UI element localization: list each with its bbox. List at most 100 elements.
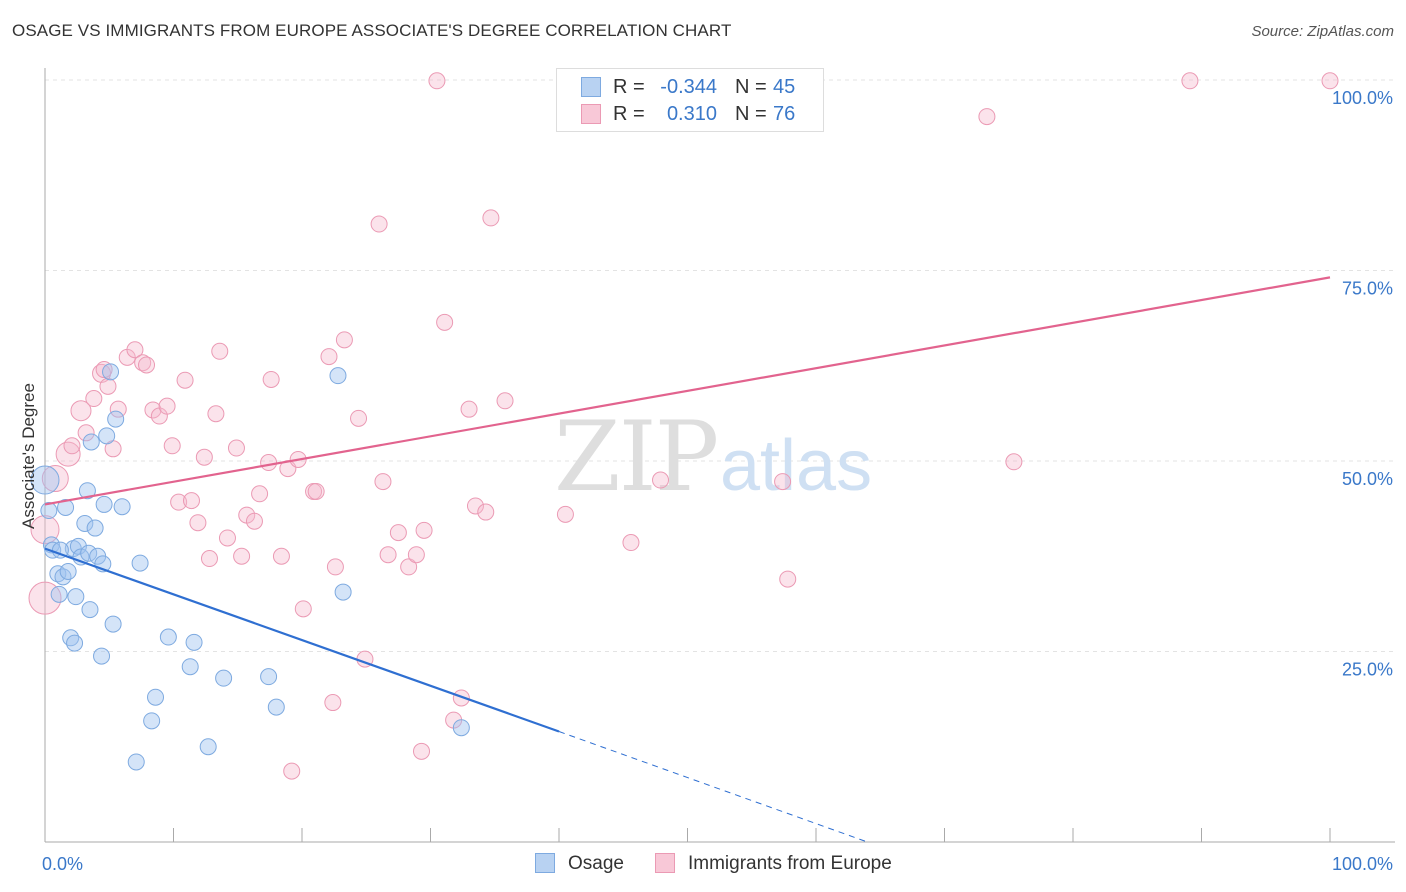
point-osage <box>78 482 96 500</box>
point-osage <box>107 410 125 428</box>
chart-source: Source: ZipAtlas.com <box>1251 23 1394 40</box>
watermark-zip: ZIP <box>554 401 717 513</box>
point-immigrants-europe <box>41 465 69 493</box>
point-osage <box>329 367 347 385</box>
point-immigrants-europe <box>389 524 407 542</box>
point-osage <box>185 633 203 651</box>
legend-swatch-osage <box>581 77 601 97</box>
bottom-legend-swatch-immigrants-europe <box>655 853 675 873</box>
axis-layer <box>44 68 1395 843</box>
point-immigrants-europe <box>324 694 342 712</box>
point-immigrants-europe <box>400 558 418 576</box>
stats-legend: R = -0.344 N = 45 R = 0.310 N = 76 <box>556 68 824 132</box>
point-osage <box>267 698 285 716</box>
point-immigrants-europe <box>407 546 425 564</box>
trend-line-immigrants-europe <box>44 276 1331 506</box>
legend-r-label: R = <box>613 103 645 125</box>
bottom-legend-label-osage: Osage <box>568 853 624 874</box>
point-immigrants-europe <box>109 400 127 418</box>
point-osage <box>199 738 217 756</box>
legend-n-value-osage: 45 <box>773 76 796 98</box>
chart-title: OSAGE VS IMMIGRANTS FROM EUROPE ASSOCIAT… <box>12 21 732 40</box>
point-immigrants-europe <box>320 348 338 366</box>
point-immigrants-europe <box>211 342 229 360</box>
point-osage <box>66 634 84 652</box>
point-osage <box>147 688 165 706</box>
point-immigrants-europe <box>77 424 95 442</box>
point-osage <box>80 544 98 562</box>
point-osage <box>98 427 116 445</box>
point-immigrants-europe <box>163 437 181 455</box>
y-axis-label: Associate's Degree <box>19 383 38 529</box>
point-immigrants-europe <box>138 356 156 374</box>
point-immigrants-europe <box>452 689 470 707</box>
point-osage <box>143 712 161 730</box>
point-immigrants-europe <box>335 331 353 349</box>
y-tick-label: 50.0% <box>1342 469 1393 489</box>
x-tick-label: 100.0% <box>1332 854 1393 874</box>
point-osage <box>215 669 233 687</box>
point-osage <box>59 562 77 580</box>
label-layer: 25.0% 50.0% 75.0% 100.0% 0.0% 100.0% Associate… <box>19 88 1393 874</box>
trend-layer <box>44 276 1331 843</box>
point-immigrants-europe <box>413 742 431 760</box>
x-tick-label: 0.0% <box>42 854 83 874</box>
point-immigrants-europe <box>233 547 251 565</box>
point-osage <box>30 465 60 495</box>
point-osage <box>40 502 58 520</box>
point-immigrants-europe <box>95 361 113 379</box>
bottom-legend-label-immigrants-europe: Immigrants from Europe <box>688 853 892 874</box>
point-immigrants-europe <box>326 558 344 576</box>
points-layer <box>28 72 1339 780</box>
point-immigrants-europe <box>622 534 640 552</box>
point-immigrants-europe <box>251 485 269 503</box>
point-osage <box>159 628 177 646</box>
point-immigrants-europe <box>1005 453 1023 471</box>
point-immigrants-europe <box>436 313 454 331</box>
legend-swatch-immigrants-europe <box>581 104 601 124</box>
point-immigrants-europe <box>99 377 117 395</box>
point-immigrants-europe <box>195 448 213 466</box>
point-osage <box>104 615 122 633</box>
legend-n-label: N = <box>735 76 767 98</box>
point-immigrants-europe <box>283 762 301 780</box>
point-immigrants-europe <box>227 439 245 457</box>
y-tick-label: 75.0% <box>1342 279 1393 299</box>
grid-layer <box>45 79 1395 652</box>
bottom-legend-swatch-osage <box>535 853 555 873</box>
point-immigrants-europe <box>176 371 194 389</box>
point-osage <box>54 568 72 586</box>
point-immigrants-europe <box>85 390 103 408</box>
point-immigrants-europe <box>652 471 670 489</box>
legend-r-value-osage: -0.344 <box>660 76 717 98</box>
point-immigrants-europe <box>207 405 225 423</box>
legend-row-osage: R = -0.344 N = 45 <box>557 74 823 100</box>
point-osage <box>86 519 104 537</box>
point-immigrants-europe <box>370 215 388 233</box>
point-osage <box>81 601 99 619</box>
legend-n-label: N = <box>735 103 767 125</box>
point-immigrants-europe <box>144 401 162 419</box>
point-osage <box>76 514 94 532</box>
y-tick-label: 100.0% <box>1332 88 1393 108</box>
point-immigrants-europe <box>189 514 207 532</box>
point-immigrants-europe <box>262 370 280 388</box>
point-immigrants-europe <box>28 581 62 615</box>
point-osage <box>82 433 100 451</box>
y-tick-label: 25.0% <box>1342 660 1393 680</box>
point-osage <box>127 753 145 771</box>
point-osage <box>93 647 111 665</box>
legend-row-immigrants-europe: R = 0.310 N = 76 <box>557 101 823 127</box>
point-immigrants-europe <box>158 397 176 415</box>
point-immigrants-europe <box>170 493 188 511</box>
point-osage <box>69 537 87 555</box>
legend-r-label: R = <box>613 76 645 98</box>
point-immigrants-europe <box>774 473 792 491</box>
point-osage <box>131 554 149 572</box>
point-immigrants-europe <box>978 108 996 126</box>
point-immigrants-europe <box>218 529 236 547</box>
point-osage <box>50 585 68 603</box>
point-immigrants-europe <box>307 482 325 500</box>
point-immigrants-europe <box>55 441 81 467</box>
